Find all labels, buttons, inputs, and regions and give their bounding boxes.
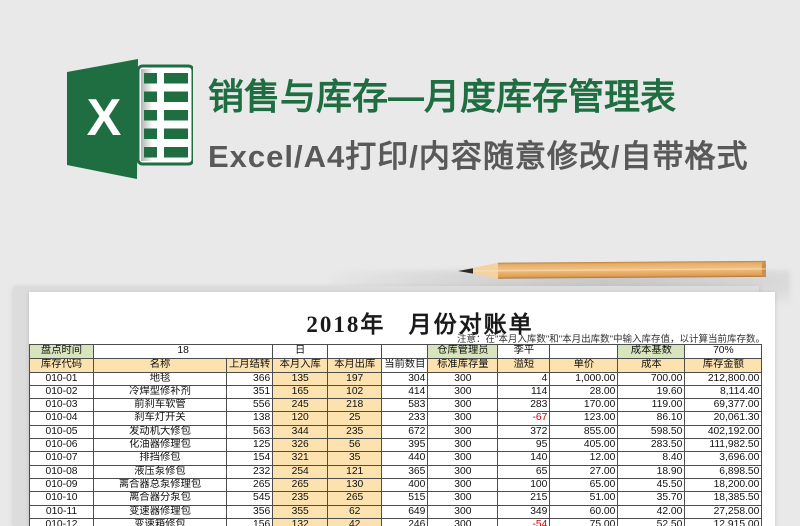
svg-text:X: X [87, 89, 122, 147]
